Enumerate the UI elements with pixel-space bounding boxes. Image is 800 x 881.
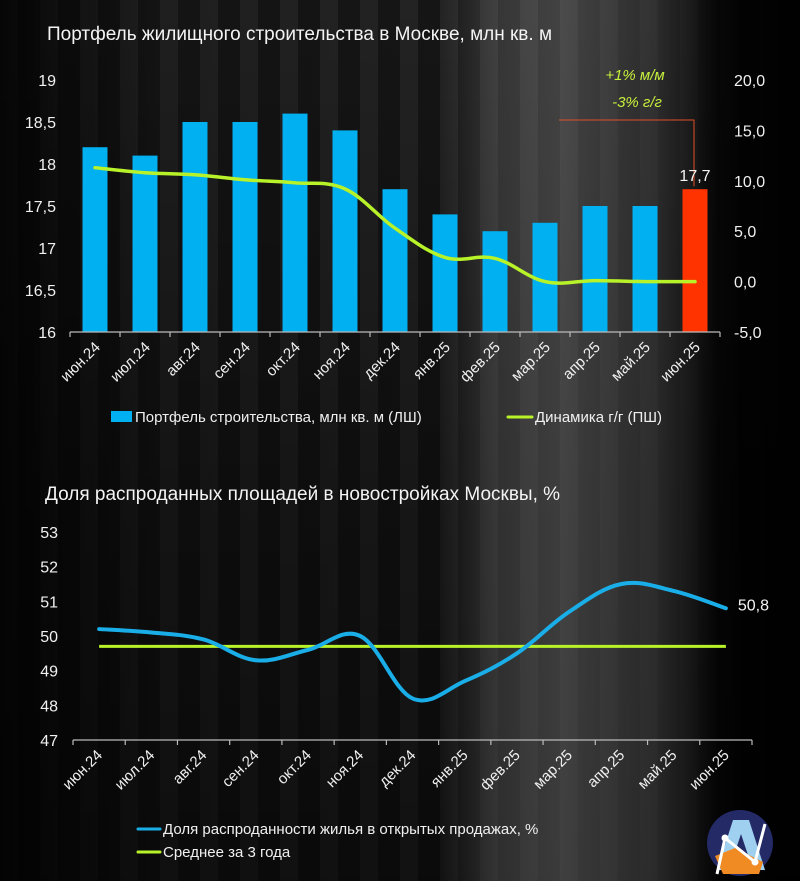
legend-label-average: Среднее за 3 года: [163, 844, 291, 861]
y-tick-label: 52: [40, 560, 58, 577]
data-label-last-bar: 17,7: [679, 168, 710, 185]
y-right-tick-label: 20,0: [734, 73, 765, 90]
x-tick-label: окт.24: [274, 747, 315, 788]
chart-portfolio: Портфель жилищного строительства в Москв…: [25, 24, 765, 426]
x-tick-label: июн.24: [57, 339, 104, 386]
annotation-mom: +1% м/м: [605, 67, 664, 84]
bar: [482, 231, 508, 332]
y-tick-label: 53: [40, 525, 58, 542]
y-left-tick-label: 17,5: [25, 199, 56, 216]
x-tick-label: авг.24: [163, 339, 204, 380]
y-left-tick-label: 16: [38, 325, 56, 342]
x-tick-label: фев.25: [477, 747, 524, 794]
annotation-yoy: -3% г/г: [612, 94, 662, 111]
x-axis: июн.24 июл.24 авг.24 сен.24 окт.24 ноя.24 дек.…: [57, 331, 721, 386]
x-tick-label: май.25: [608, 339, 654, 385]
y-tick-label: 50: [40, 629, 58, 646]
yoy-line: [93, 165, 697, 285]
x-tick-label: янв.25: [410, 339, 454, 383]
bar: [382, 189, 408, 332]
y-tick-label: 51: [40, 594, 58, 611]
y-left-tick-label: 19: [38, 73, 56, 90]
x-tick-label: июл.24: [107, 339, 154, 386]
x-tick-label: дек.24: [360, 339, 403, 382]
bar: [632, 206, 658, 332]
legend-label-share: Доля распроданности жилья в открытых про…: [163, 821, 538, 838]
y-right-tick-label: 10,0: [734, 174, 765, 191]
bar: [132, 155, 158, 332]
y-right-tick-label: 15,0: [734, 123, 765, 140]
x-tick-label: янв.25: [428, 747, 472, 791]
bar: [182, 122, 208, 332]
y-axis: 47 48 49 50 51 52 53: [40, 525, 58, 750]
x-tick-label: авг.24: [170, 747, 211, 788]
y-left-tick-label: 18,5: [25, 115, 56, 132]
logo-icon: [707, 810, 773, 876]
chart-title: Доля распроданных площадей в новостройка…: [45, 484, 560, 505]
data-label-last-point: 50,8: [738, 597, 769, 614]
bars: [82, 113, 708, 332]
x-tick-label: мар.25: [530, 747, 576, 793]
series-line-yoy: [93, 165, 697, 285]
x-tick-label: июн.25: [657, 339, 704, 386]
x-tick-label: дек.24: [376, 747, 419, 790]
y-right-tick-label: -5,0: [734, 325, 762, 342]
legend-label-line: Динамика г/г (ПШ): [535, 409, 662, 426]
y-right-tick-label: 0,0: [734, 275, 756, 292]
legend: Портфель строительства, млн кв. м (ЛШ) Д…: [111, 409, 662, 426]
x-tick-label: сен.24: [219, 747, 263, 791]
y-left-tick-label: 16,5: [25, 283, 56, 300]
y-tick-label: 47: [40, 733, 58, 750]
legend: Доля распроданности жилья в открытых про…: [136, 821, 538, 861]
lines: [97, 580, 728, 703]
bar: [332, 130, 358, 332]
x-tick-label: апр.25: [584, 747, 628, 791]
bar: [432, 214, 458, 332]
y-left-tick-label: 18: [38, 157, 56, 174]
annotation: +1% м/м -3% г/г 17,7: [559, 67, 711, 187]
x-tick-label: фев.25: [457, 339, 504, 386]
bar: [232, 122, 258, 332]
y-axis-right: -5,0 0,0 5,0 10,0 15,0 20,0: [734, 73, 765, 342]
bar: [582, 206, 608, 332]
y-tick-label: 48: [40, 698, 58, 715]
x-tick-label: май.25: [635, 747, 681, 793]
x-tick-label: апр.25: [560, 339, 604, 383]
x-tick-label: июл.24: [112, 747, 159, 794]
y-left-tick-label: 17: [38, 241, 56, 258]
chart-sold-share: Доля распроданных площадей в новостройка…: [40, 484, 769, 861]
legend-label-bar: Портфель строительства, млн кв. м (ЛШ): [135, 409, 422, 426]
x-tick-label: мар.25: [508, 339, 554, 385]
x-axis: июн.24 июл.24 авг.24 сен.24 окт.24 ноя.24 дек.…: [59, 739, 753, 794]
y-axis-left: 16 16,5 17 17,5 18 18,5 19: [25, 73, 56, 342]
bar: [82, 147, 108, 332]
x-tick-label: ноя.24: [310, 339, 354, 383]
series-line-share: [97, 580, 728, 703]
x-tick-label: ноя.24: [323, 747, 367, 791]
bar: [282, 113, 308, 332]
chart-title: Портфель жилищного строительства в Москв…: [47, 24, 552, 45]
legend-swatch-bar: [111, 411, 132, 422]
y-tick-label: 49: [40, 664, 58, 681]
annotation-bracket: [559, 119, 695, 187]
x-tick-label: июн.25: [686, 747, 733, 794]
y-right-tick-label: 5,0: [734, 224, 756, 241]
bar: [682, 189, 708, 332]
x-tick-label: окт.24: [263, 339, 304, 380]
x-tick-label: июн.24: [59, 747, 106, 794]
x-tick-label: сен.24: [210, 339, 254, 383]
